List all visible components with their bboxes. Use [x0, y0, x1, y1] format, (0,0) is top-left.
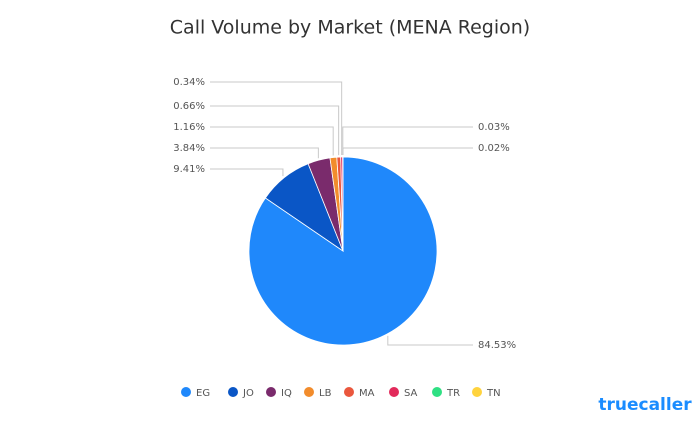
legend-label: JO — [242, 388, 254, 399]
legend-label: TR — [446, 388, 460, 399]
leader-line — [210, 168, 284, 177]
legend-marker — [266, 387, 276, 397]
legend-label: LB — [319, 388, 332, 399]
legend-label: MA — [359, 388, 375, 399]
leader-line — [342, 147, 473, 156]
chart-title: Call Volume by Market (MENA Region) — [170, 17, 530, 39]
data-label: 1.16% — [173, 122, 205, 133]
legend-marker — [432, 387, 442, 397]
legend-label: EG — [196, 388, 210, 399]
data-label: 0.02% — [478, 143, 510, 154]
data-label: 9.41% — [173, 164, 205, 175]
pie-slice — [248, 156, 438, 346]
leader-line — [210, 147, 319, 159]
legend-marker — [389, 387, 399, 397]
leader-line — [210, 105, 340, 156]
legend-marker — [344, 387, 354, 397]
leader-line — [210, 81, 343, 156]
data-label: 0.03% — [478, 122, 510, 133]
leader-line — [342, 126, 473, 156]
data-label: 0.34% — [173, 77, 205, 88]
leader-line — [387, 335, 473, 346]
brand-logo: truecaller — [598, 395, 692, 415]
legend-marker — [472, 387, 482, 397]
data-label: 3.84% — [173, 143, 205, 154]
data-label: 84.53% — [478, 340, 516, 351]
legend-marker — [228, 387, 238, 397]
leader-line — [210, 126, 334, 156]
legend-label: TN — [486, 388, 501, 399]
legend-label: SA — [404, 388, 418, 399]
legend-label: IQ — [281, 388, 292, 399]
data-label: 0.66% — [173, 101, 205, 112]
legend-marker — [181, 387, 191, 397]
legend-marker — [304, 387, 314, 397]
